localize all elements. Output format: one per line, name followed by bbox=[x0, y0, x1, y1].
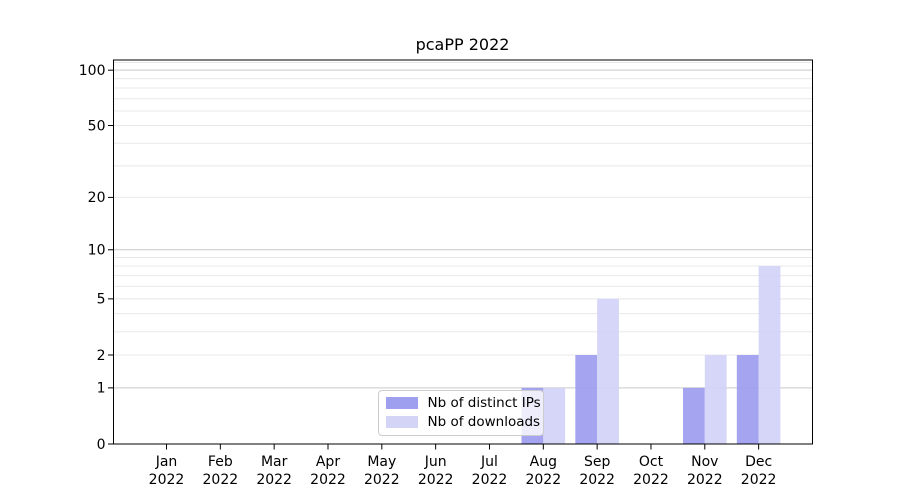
legend-item-downloads: Nb of downloads bbox=[385, 413, 543, 430]
bar-dec-distinct-ips bbox=[736, 355, 759, 444]
legend-label-distinct-ips: Nb of distinct IPs bbox=[427, 394, 541, 411]
x-tick-label: Jul 2022 bbox=[472, 454, 508, 488]
y-tick-label: 1 bbox=[97, 381, 106, 397]
x-tick-label: Mar 2022 bbox=[256, 454, 292, 488]
legend-swatch-distinct-ips bbox=[385, 397, 418, 409]
x-tick-label: Dec 2022 bbox=[741, 454, 777, 488]
x-axis: Jan 2022 Feb 2022 Mar 2022 Apr 2022 May 2022 Jun 20… bbox=[149, 444, 777, 488]
x-tick-label: May 2022 bbox=[364, 454, 400, 488]
legend-item-distinct-ips: Nb of distinct IPs bbox=[385, 394, 543, 411]
legend-label-downloads: Nb of downloads bbox=[427, 413, 541, 430]
y-tick-label: 10 bbox=[88, 243, 106, 259]
x-tick-label: Nov 2022 bbox=[687, 454, 723, 488]
x-tick-label: Aug 2022 bbox=[525, 454, 561, 488]
x-tick-label: Sep 2022 bbox=[579, 454, 615, 488]
y-tick-label: 100 bbox=[79, 63, 106, 79]
legend-swatch-downloads bbox=[385, 416, 418, 428]
bar-sep-distinct-ips bbox=[575, 355, 598, 444]
x-tick-label: Oct 2022 bbox=[633, 454, 669, 488]
y-tick-label: 2 bbox=[97, 348, 106, 364]
x-tick-label: Jun 2022 bbox=[418, 454, 454, 488]
y-axis: 0 1 2 5 10 20 50 100 bbox=[79, 63, 114, 453]
y-tick-label: 0 bbox=[97, 437, 106, 453]
bar-nov-distinct-ips bbox=[683, 387, 705, 444]
bar-aug-downloads bbox=[543, 387, 566, 444]
bar-dec-downloads bbox=[758, 266, 781, 444]
y-tick-label: 5 bbox=[97, 292, 106, 308]
plot-area bbox=[113, 60, 813, 444]
x-tick-label: Jan 2022 bbox=[149, 454, 185, 488]
y-tick-label: 50 bbox=[88, 118, 106, 134]
gridlines bbox=[113, 62, 813, 389]
chart-title: pcaPP 2022 bbox=[415, 35, 510, 54]
bar-nov-downloads bbox=[704, 355, 727, 444]
bar-sep-downloads bbox=[597, 298, 619, 444]
plot-frame bbox=[113, 59, 813, 445]
x-tick-label: Feb 2022 bbox=[203, 454, 239, 488]
legend: Nb of distinct IPs Nb of downloads bbox=[377, 389, 544, 436]
x-tick-label: Apr 2022 bbox=[310, 454, 346, 488]
y-tick-label: 20 bbox=[88, 190, 106, 206]
